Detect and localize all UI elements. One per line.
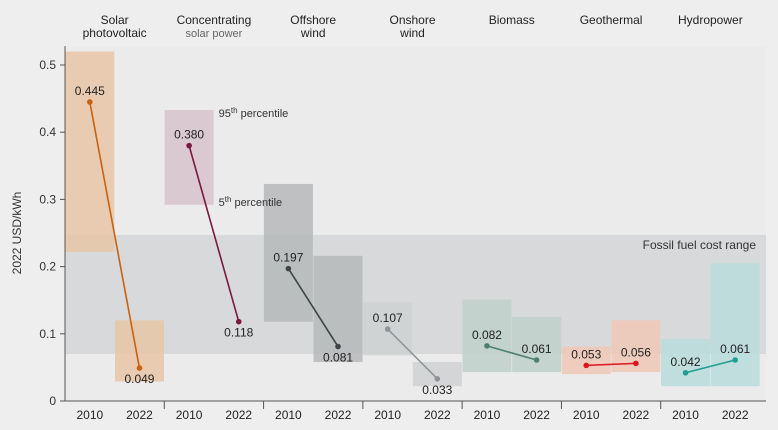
percentile-5-label: 5th percentile [219,195,283,209]
value-label-2022: 0.061 [522,342,552,356]
year-label-2022: 2022 [722,408,749,422]
range-box-2010 [661,339,711,387]
tech-title: Hydropower [678,13,743,27]
value-point-2010 [682,369,689,376]
y-tick-label: 0 [49,394,56,408]
percentile-95-label: 95th percentile [219,106,289,120]
percentile-5-label-text: percentile [231,197,282,209]
value-label-2022: 0.061 [720,342,750,356]
range-box-2010 [462,299,512,373]
slope-line [188,145,240,322]
value-point-2010 [87,99,93,105]
value-point-2022 [434,376,441,382]
percentile-95-label-text: percentile [238,108,289,120]
value-point-2022 [136,365,143,371]
tech-title: Biomass [489,13,535,27]
value-label-2022: 0.033 [422,383,452,397]
value-label-2010: 0.380 [174,128,204,142]
value-point-2010 [384,326,391,332]
value-point-2022 [732,357,738,363]
fossil-fuel-band [65,235,766,354]
tech-title: Offshore [290,13,336,27]
value-label-2022: 0.056 [621,345,651,359]
tech-title: Onshore [389,13,435,27]
value-point-2010 [484,343,490,349]
value-label-2022: 0.049 [124,372,154,386]
range-box-2022 [114,320,164,382]
range-box-2010 [164,110,214,205]
value-label-2010: 0.445 [75,84,105,98]
y-tick-label: 0.4 [39,125,56,139]
range-box-2010 [65,51,115,252]
value-label-2010: 0.107 [373,311,403,325]
tech-title: wind [399,26,425,40]
y-tick-label: 0.2 [39,260,56,274]
tech-title: wind [300,26,326,40]
range-box-2010 [561,346,611,375]
range-box-2022 [710,263,760,387]
year-label-2022: 2022 [623,408,650,422]
year-label-2010: 2010 [275,408,302,422]
tech-title: Solar [101,13,129,27]
value-point-2010 [186,142,192,149]
value-point-2022 [533,357,540,363]
year-label-2022: 2022 [523,408,550,422]
y-tick-label: 0.1 [39,327,56,341]
slope-line [89,101,141,369]
value-point-2010 [583,362,590,369]
percentile-95-label-ordinal: th [231,106,238,115]
year-label-2022: 2022 [126,408,153,422]
tech-title: Geothermal [580,13,643,27]
slope-line [586,362,636,367]
value-point-2022 [335,343,341,350]
year-label-2010: 2010 [573,408,600,422]
value-label-2010: 0.053 [571,347,601,361]
y-tick-label: 0.3 [39,192,56,206]
year-label-2022: 2022 [325,408,352,422]
slope-line [387,328,438,380]
value-point-2010 [285,265,292,272]
tech-title: Concentrating [177,13,252,27]
y-axis-label: 2022 USD/kWh [10,192,24,275]
value-label-2022: 0.118 [224,326,253,340]
fossil-fuel-label: Fossil fuel cost range [643,238,757,252]
year-label-2010: 2010 [76,408,103,422]
slope-line [287,268,339,347]
year-label-2010: 2010 [672,408,699,422]
value-label-2022: 0.081 [323,351,353,365]
tech-title: photovoltaic [83,26,147,40]
year-label-2022: 2022 [424,408,451,422]
year-label-2010: 2010 [176,408,203,422]
range-box-2022 [512,317,562,373]
value-label-2010: 0.042 [671,355,701,369]
percentile-5-label-ordinal: th [225,195,232,204]
range-box-2010 [263,183,313,322]
year-label-2022: 2022 [225,408,252,422]
value-point-2022 [633,360,639,367]
y-tick-label: 0.5 [39,58,56,72]
percentile-5-label-number: 5 [219,197,225,209]
slope-line [486,345,537,361]
percentile-95-label-number: 95 [219,108,231,120]
value-label-2010: 0.082 [472,328,502,342]
slope-line [685,359,736,374]
year-label-2010: 2010 [474,408,501,422]
value-point-2022 [235,318,242,325]
range-box-2022 [412,362,462,387]
value-label-2010: 0.197 [273,251,303,265]
year-label-2010: 2010 [374,408,401,422]
tech-subtitle: solar power [185,28,242,40]
